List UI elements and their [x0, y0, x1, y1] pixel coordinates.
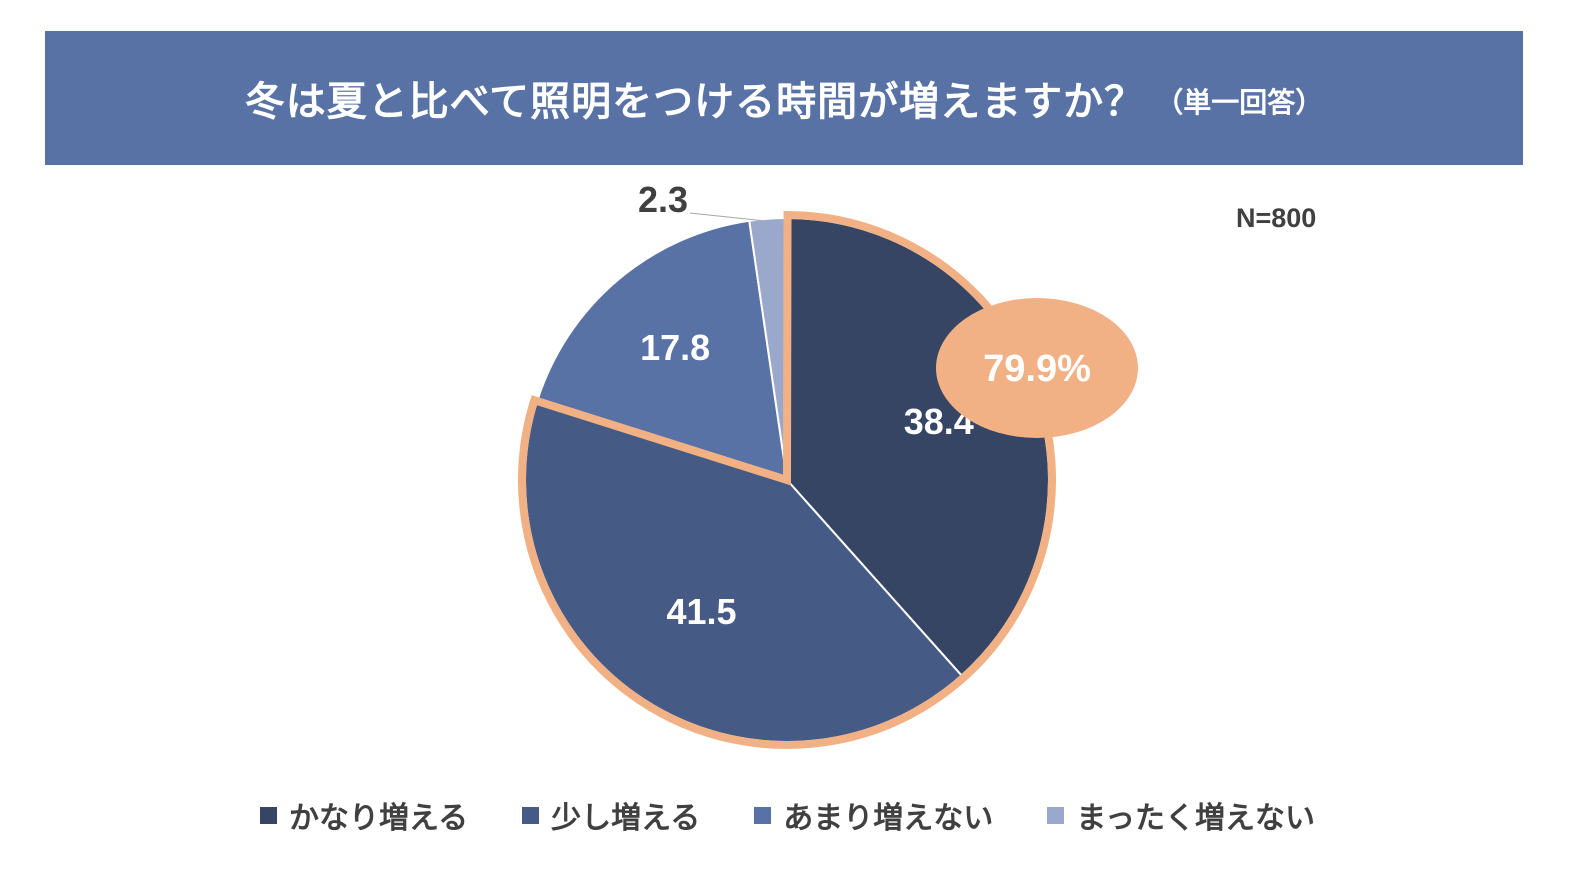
- legend-label-3: あまり増えない: [783, 801, 994, 836]
- legend-item-4: まったく増えない: [1047, 793, 1315, 837]
- legend-label-2: 少し増える: [551, 801, 701, 836]
- legend-item-2: 少し増える: [522, 793, 700, 837]
- legend-label-1: かなり増える: [288, 801, 469, 836]
- highlight-outline: [518, 210, 1056, 749]
- sample-size-label: N=800: [1236, 203, 1317, 233]
- legend-item-1: かなり増える: [259, 793, 469, 837]
- total-bubble-label: 79.9%: [983, 348, 1091, 390]
- pie-slice-3: [536, 219, 789, 482]
- title-banner: 冬は夏と比べて照明をつける時間が増えますか？ （単一回答）: [45, 31, 1523, 165]
- legend-item-3: あまり増えない: [754, 793, 993, 837]
- legend-swatch-4: [1047, 806, 1065, 824]
- total-bubble: [936, 298, 1138, 438]
- data-label-2: 41.5: [666, 591, 736, 632]
- chart-subtitle: （単一回答）: [1155, 86, 1324, 119]
- leader-line-4: [689, 212, 763, 222]
- legend-swatch-1: [259, 806, 277, 824]
- legend: かなり増える 少し増える あまり増えない まったく増えない: [0, 790, 1575, 840]
- legend-swatch-3: [754, 806, 772, 824]
- legend-swatch-2: [522, 806, 540, 824]
- data-label-4: 2.3: [638, 179, 688, 220]
- data-label-3: 17.8: [640, 327, 710, 368]
- chart-title: 冬は夏と比べて照明をつける時間が増えますか？: [244, 79, 1146, 125]
- legend-label-4: まったく増えない: [1076, 801, 1316, 836]
